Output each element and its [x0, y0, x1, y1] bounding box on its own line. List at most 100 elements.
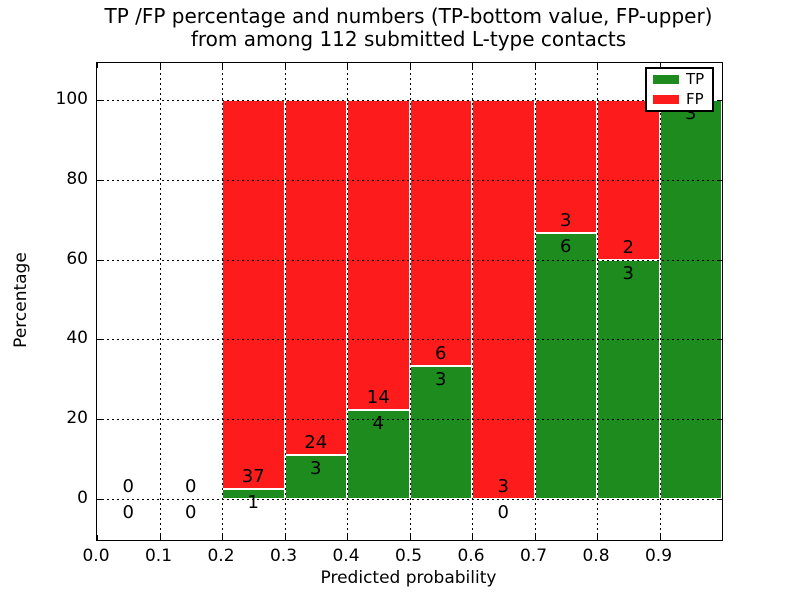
- fp-color-swatch: [653, 95, 679, 104]
- x-tick-label: 0.5: [394, 546, 423, 566]
- gridline-v: [472, 63, 473, 540]
- x-tick-label: 0.8: [582, 546, 610, 566]
- x-tick-label: 0.6: [457, 546, 485, 566]
- bar-label-fp: 3: [560, 210, 572, 231]
- y-tick-mark: [97, 339, 102, 341]
- bar-tp-segment: [534, 233, 597, 499]
- x-tick-mark: [284, 535, 286, 540]
- bar-tp-segment: [409, 366, 472, 499]
- x-tick-label: 0.7: [519, 546, 548, 566]
- bar-label-fp: 6: [435, 343, 447, 364]
- x-tick-mark: [284, 63, 286, 68]
- x-tick-label: 0.0: [82, 546, 110, 566]
- bar-label-tp: 0: [497, 502, 509, 523]
- bar-tp-segment: [659, 100, 722, 499]
- bar-fp-segment: [222, 100, 285, 489]
- x-tick-mark: [472, 535, 473, 540]
- x-tick-mark: [409, 535, 411, 540]
- x-tick-mark: [347, 535, 348, 540]
- x-tick-mark: [659, 535, 661, 540]
- plot-area: 00003712431446330362303: [96, 62, 723, 541]
- y-tick-mark: [97, 179, 102, 181]
- bar-fp-segment: [534, 100, 597, 233]
- legend-label-tp: TP: [686, 70, 705, 88]
- y-tick-mark: [97, 419, 102, 421]
- bar-label-fp: 14: [366, 387, 390, 409]
- y-tick-mark: [717, 419, 722, 421]
- bar-fp-segment: [472, 100, 535, 499]
- y-tick-mark: [717, 179, 722, 181]
- bar-label-fp: 0: [122, 476, 134, 497]
- x-tick-label: 0.2: [207, 546, 235, 566]
- bar-label-fp: 24: [304, 431, 328, 453]
- y-tick-mark: [717, 339, 722, 341]
- x-tick-mark: [534, 63, 536, 68]
- y-axis-label: Percentage: [11, 252, 31, 348]
- y-tick-label: 0: [77, 488, 88, 508]
- bar-label-tp: 1: [247, 491, 259, 513]
- y-tick-mark: [97, 259, 102, 261]
- gridline-v: [659, 63, 661, 540]
- chart-title-line1: TP /FP percentage and numbers (TP-bottom…: [104, 4, 713, 28]
- bar-label-tp: 3: [685, 103, 697, 124]
- bar-label-tp: 4: [372, 413, 384, 435]
- y-tick-mark: [97, 499, 102, 500]
- x-tick-mark: [159, 63, 161, 68]
- gridline-v: [409, 63, 411, 540]
- x-tick-mark: [222, 63, 223, 68]
- x-tick-mark: [534, 535, 536, 540]
- y-tick-label: 20: [66, 408, 88, 429]
- legend: TP FP: [645, 67, 714, 112]
- x-tick-mark: [409, 63, 411, 68]
- bar-label-tp: 3: [435, 369, 447, 390]
- x-tick-mark: [159, 535, 161, 540]
- x-tick-mark: [659, 63, 661, 68]
- bar-label-tp: 6: [560, 236, 572, 257]
- gridline-v: [284, 63, 286, 540]
- gridline-v: [534, 63, 536, 540]
- tp-color-swatch: [653, 75, 679, 84]
- legend-item-tp: TP: [653, 72, 712, 87]
- x-tick-label: 0.3: [269, 546, 298, 566]
- bar-tp-segment: [597, 259, 660, 499]
- x-tick-mark: [222, 535, 223, 540]
- y-tick-mark: [97, 100, 102, 101]
- x-tick-mark: [97, 63, 98, 68]
- x-tick-label: 0.9: [644, 546, 673, 566]
- y-tick-label: 80: [66, 168, 88, 189]
- bar-label-fp: 37: [241, 465, 265, 487]
- bar-fp-segment: [409, 100, 472, 366]
- y-tick-mark: [717, 100, 722, 101]
- gridline-v: [222, 63, 223, 540]
- y-tick-label: 100: [55, 89, 88, 109]
- x-tick-label: 0.1: [144, 546, 173, 566]
- bar-label-fp: 2: [622, 236, 634, 258]
- gridline-v: [597, 63, 598, 540]
- y-tick-label: 60: [66, 248, 88, 269]
- chart-title: TP /FP percentage and numbers (TP-bottom…: [96, 5, 721, 51]
- bar-fp-segment: [347, 100, 410, 411]
- bar-tp-segment: [284, 454, 347, 499]
- bar-label-tp: 0: [122, 502, 134, 523]
- y-tick-label: 40: [66, 328, 88, 349]
- bar-label-tp: 3: [622, 262, 634, 284]
- bar-label-tp: 3: [310, 457, 322, 479]
- bar-label-fp: 0: [185, 476, 197, 497]
- x-tick-mark: [97, 535, 98, 540]
- x-tick-mark: [597, 535, 598, 540]
- x-axis-label: Predicted probability: [320, 568, 497, 588]
- chart-title-line2: from among 112 submitted L-type contacts: [190, 27, 627, 51]
- bar-fp-segment: [284, 100, 347, 455]
- legend-item-fp: FP: [653, 92, 712, 107]
- gridline-v: [159, 63, 161, 540]
- gridline-v: [347, 63, 348, 540]
- y-tick-mark: [717, 259, 722, 261]
- x-tick-mark: [597, 63, 598, 68]
- x-tick-mark: [347, 63, 348, 68]
- y-tick-mark: [717, 499, 722, 500]
- legend-label-fp: FP: [686, 90, 704, 108]
- bar-label-fp: 3: [497, 476, 509, 497]
- x-tick-mark: [472, 63, 473, 68]
- bar-label-tp: 0: [185, 502, 197, 523]
